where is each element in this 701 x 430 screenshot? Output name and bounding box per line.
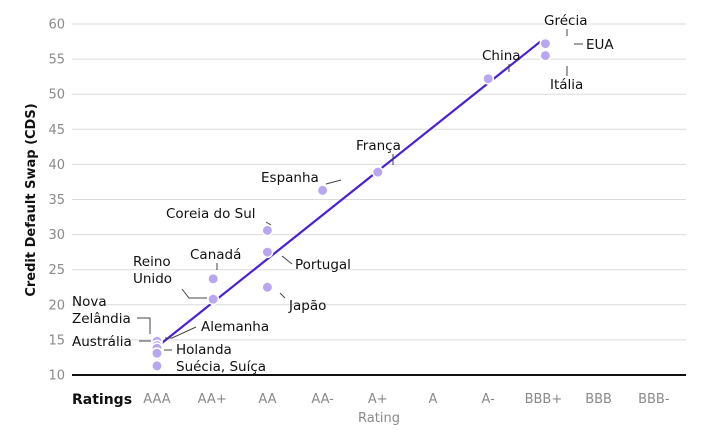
point-label: Grécia: [544, 13, 587, 29]
point-label: Espanha: [261, 170, 319, 186]
data-point: [316, 184, 329, 197]
point-label: Nova Zelândia: [72, 294, 131, 327]
y-tick-label: 15: [48, 333, 65, 348]
y-tick-label: 35: [48, 193, 65, 208]
trend-line: [156, 40, 542, 348]
x-tick-label: AAA: [143, 392, 171, 407]
point-label: Japão: [288, 298, 326, 314]
x-tick-label: BBB-: [638, 392, 670, 407]
point-label: França: [356, 138, 401, 154]
data-points: [151, 37, 552, 372]
gridlines: [72, 23, 686, 341]
y-tick-label: 25: [48, 263, 65, 278]
data-point: [261, 281, 274, 294]
data-point: [371, 166, 384, 179]
y-tick-label: 20: [48, 298, 65, 313]
x-tick-label: AA: [258, 392, 276, 407]
data-point: [261, 224, 274, 237]
y-tick-label: 55: [48, 53, 65, 68]
point-label: Alemanha: [201, 319, 269, 335]
x-axis-header: Ratings: [72, 392, 132, 408]
point-label: Suécia, Suíça: [176, 359, 266, 375]
data-point: [207, 293, 220, 306]
data-point: [207, 272, 220, 285]
y-tick-label: 60: [48, 18, 65, 33]
label-leader: [279, 292, 286, 299]
label-leader: [137, 317, 151, 334]
x-axis-title: Rating: [358, 411, 400, 426]
label-leader: [265, 221, 272, 226]
label-leader: [325, 179, 342, 185]
label-leader: [165, 326, 197, 339]
y-tick-label: 50: [48, 88, 65, 103]
point-label: Canadá: [190, 247, 241, 263]
data-point: [151, 359, 163, 372]
data-point: [539, 37, 552, 50]
point-label: Itália: [550, 77, 583, 93]
x-axis-ticks: AAA AA+ AA AA- A+ A A- BBB+ BBB BBB-: [143, 392, 670, 407]
x-tick-label: A-: [482, 392, 496, 407]
point-label: EUA: [586, 37, 614, 53]
point-label: Coreia do Sul: [166, 206, 256, 222]
x-tick-label: A+: [368, 392, 388, 407]
y-axis-ticks: 10 15 20 25 30 35 40 45 50 55 60: [48, 18, 65, 384]
data-point: [151, 347, 163, 360]
x-tick-label: AA+: [198, 392, 227, 407]
point-label: Austrália: [72, 334, 132, 350]
label-leader: [181, 288, 207, 299]
point-label: Holanda: [176, 342, 232, 358]
point-labels: Nova Zelândia Austrália Alemanha HolandaSuéc…: [72, 13, 614, 375]
data-point: [539, 49, 552, 62]
x-tick-label: A: [429, 392, 438, 407]
data-point: [261, 246, 274, 259]
y-tick-label: 40: [48, 158, 65, 173]
x-tick-label: BBB: [585, 392, 612, 407]
point-label: Portugal: [295, 257, 351, 273]
data-point: [482, 72, 495, 85]
y-tick-label: 30: [48, 228, 65, 243]
point-label: China: [482, 48, 521, 64]
x-tick-label: AA-: [311, 392, 334, 407]
x-tick-label: BBB+: [525, 392, 563, 407]
y-tick-label: 10: [48, 369, 65, 384]
label-leader: [281, 255, 293, 265]
label-leaders: [137, 29, 583, 351]
y-axis-title: Credit Default Swap (CDS): [24, 103, 39, 296]
point-label: Reino Unido: [133, 254, 172, 287]
y-tick-label: 45: [48, 123, 65, 138]
